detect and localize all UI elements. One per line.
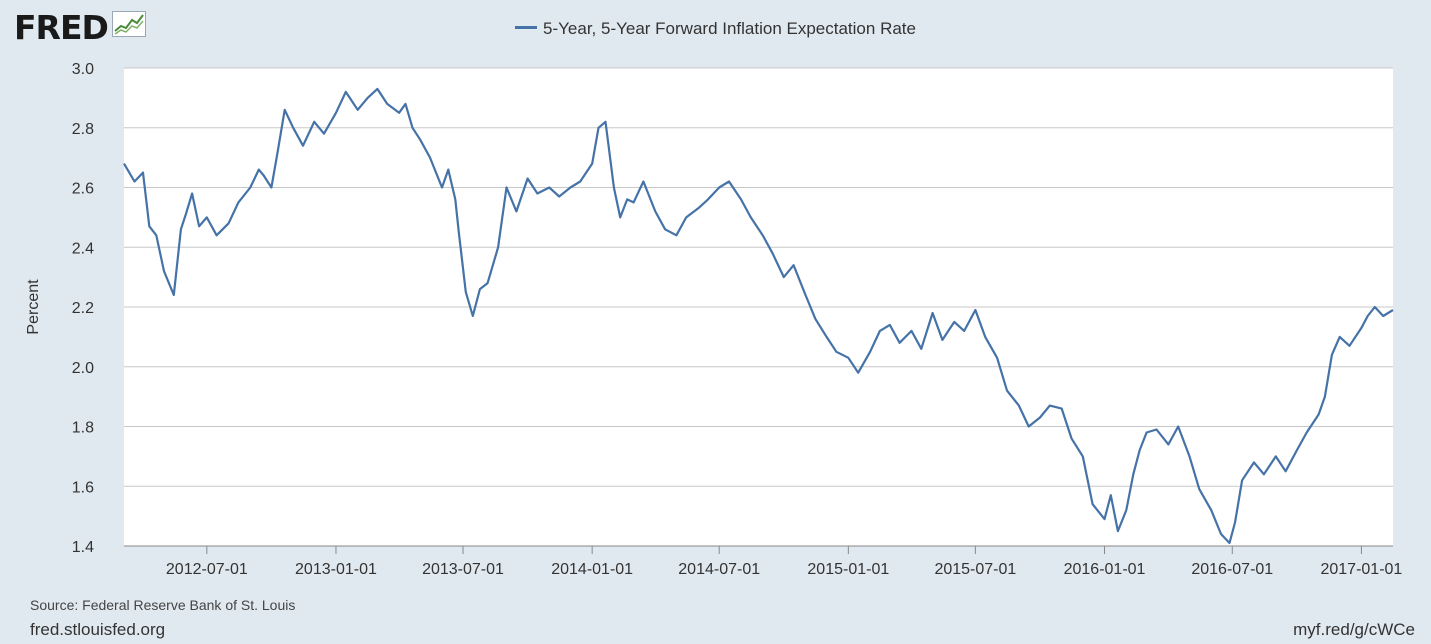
y-tick-label: 2.8 [72,121,94,138]
chart-legend[interactable]: 5-Year, 5-Year Forward Inflation Expecta… [0,19,1431,39]
x-tick-label: 2012-07-01 [166,561,248,578]
legend-label: 5-Year, 5-Year Forward Inflation Expecta… [543,19,916,38]
legend-swatch [515,26,538,30]
x-tick-label: 2015-07-01 [934,561,1016,578]
x-tick-label: 2016-07-01 [1191,561,1273,578]
fred-logo[interactable]: FRED [14,10,146,46]
x-tick-label: 2013-01-01 [295,561,377,578]
y-tick-label: 3.0 [72,61,94,78]
x-tick-label: 2016-01-01 [1064,561,1146,578]
y-tick-label: 1.6 [72,479,94,496]
source-note: Source: Federal Reserve Bank of St. Loui… [30,597,296,613]
x-tick-label: 2014-07-01 [678,561,760,578]
x-tick-label: 2015-01-01 [807,561,889,578]
line-graph-icon [111,11,146,42]
site-link[interactable]: fred.stlouisfed.org [30,620,166,639]
series-line [123,87,1394,545]
y-tick-label: 2.4 [72,240,94,257]
x-tick-label: 2017-01-01 [1320,561,1402,578]
y-tick-label: 1.4 [72,539,94,556]
y-axis-label: Percent [25,279,42,335]
y-tick-label: 2.6 [72,181,94,198]
y-tick-label: 1.8 [72,420,94,437]
y-tick-label: 2.0 [72,360,94,377]
x-tick-label: 2014-01-01 [551,561,633,578]
short-link[interactable]: myf.red/g/cWCe [1293,620,1415,639]
logo-text: FRED [14,8,109,47]
y-tick-label: 2.2 [72,300,94,317]
x-tick-label: 2013-07-01 [422,561,504,578]
